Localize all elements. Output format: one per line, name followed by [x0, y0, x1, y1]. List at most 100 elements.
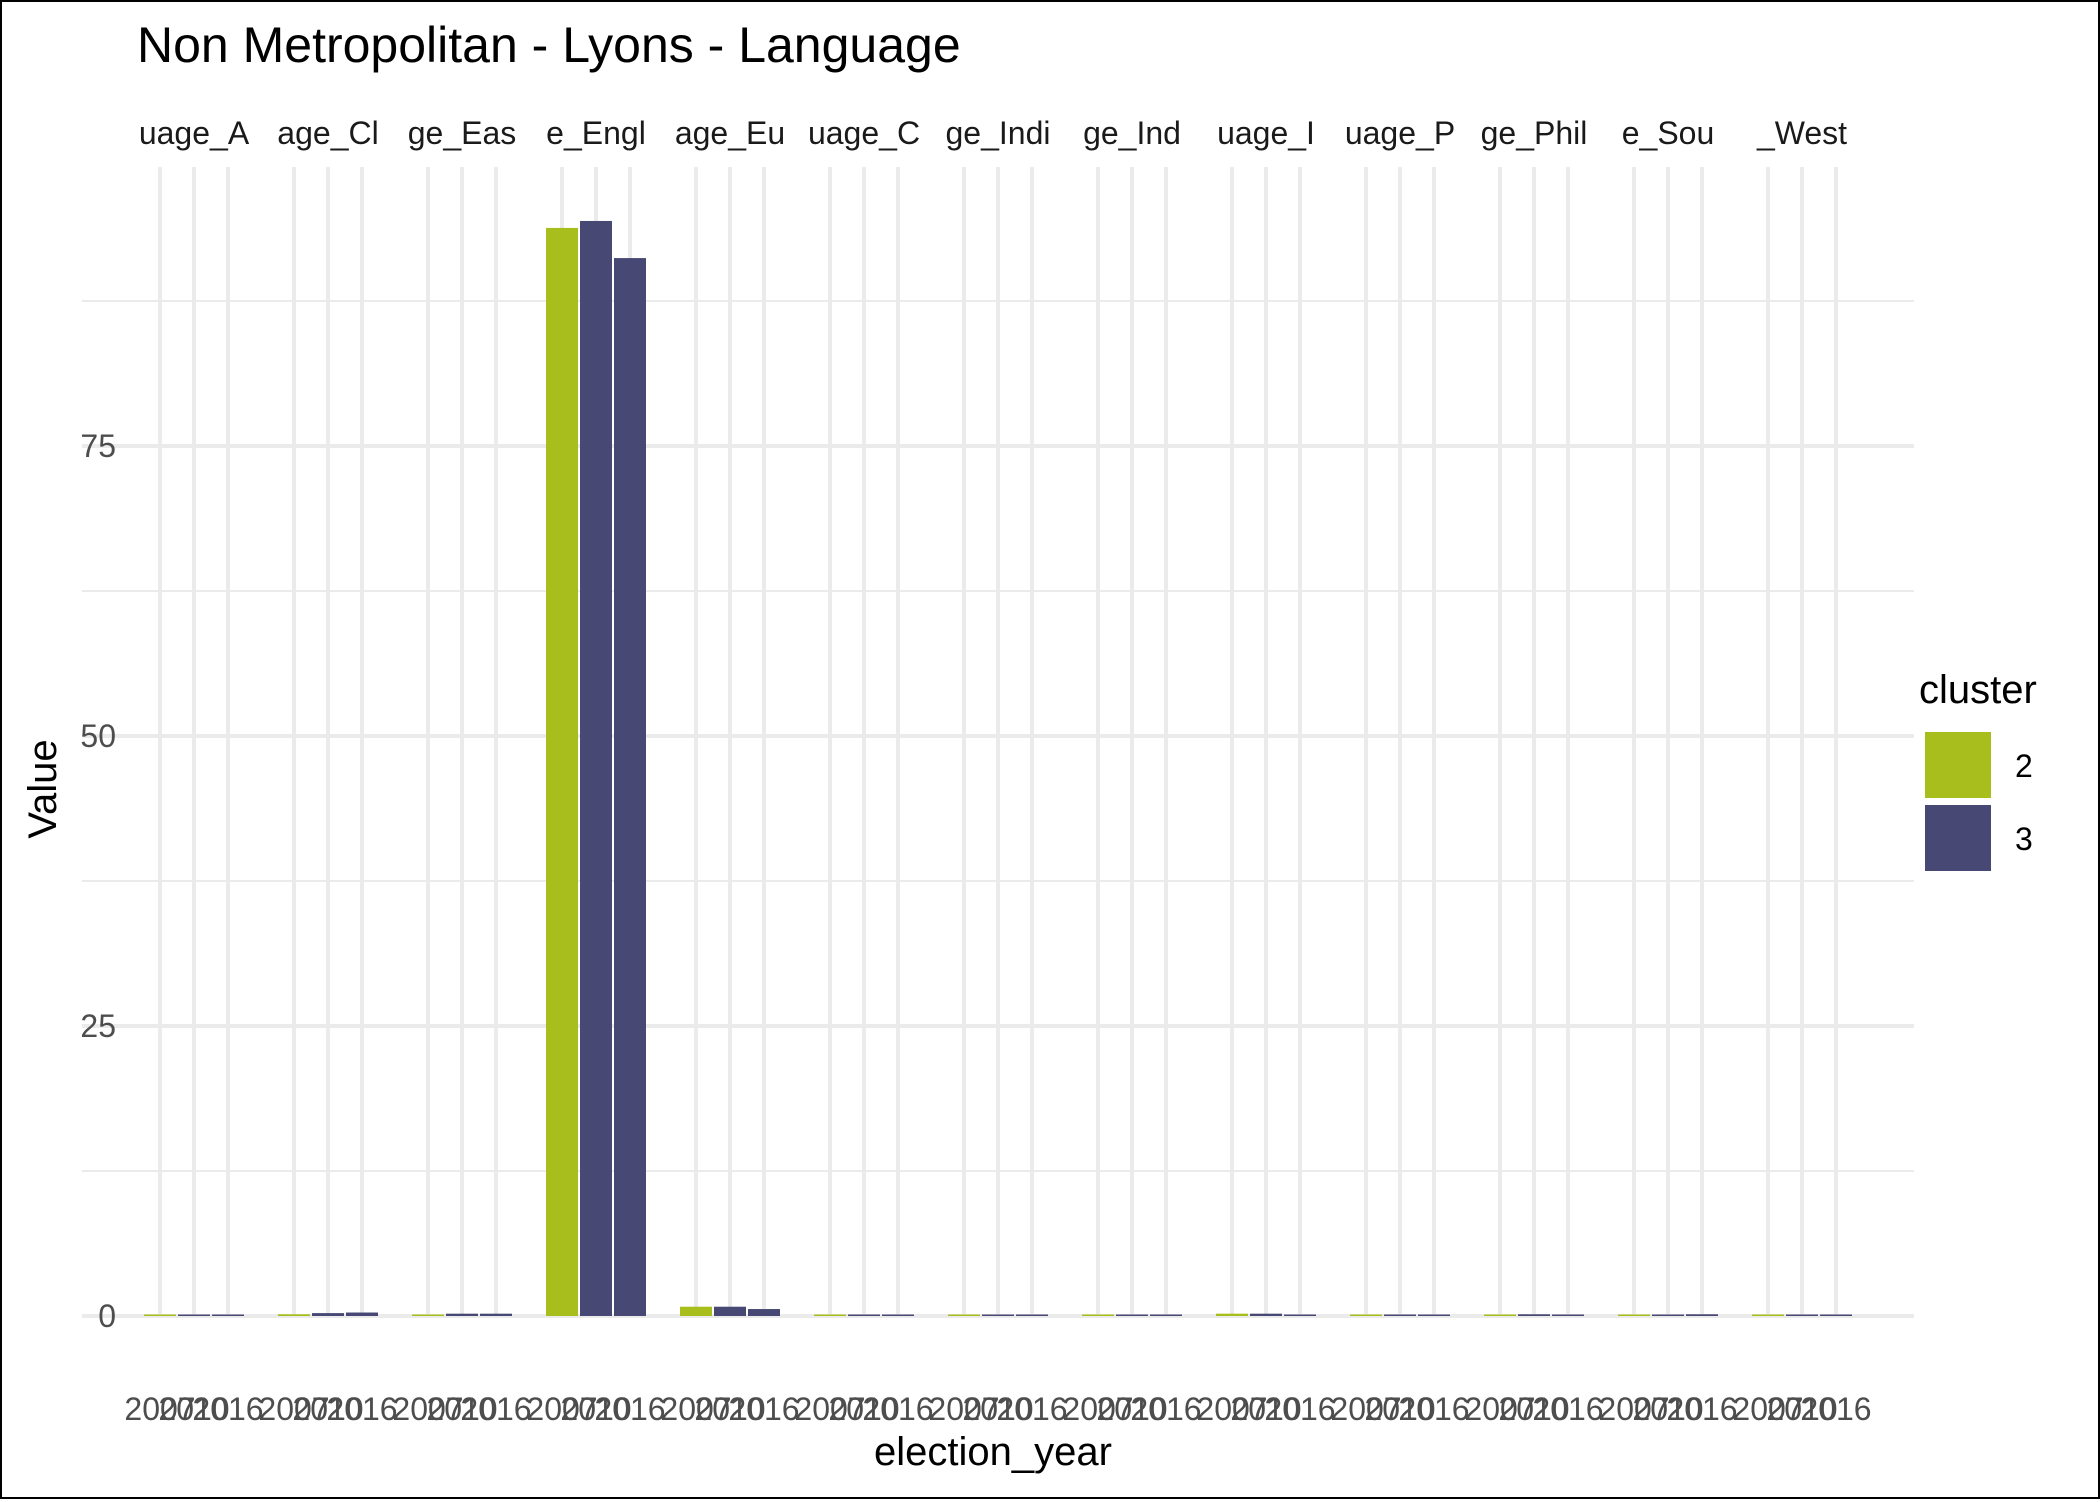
x-tick-label: 2016 [728, 1391, 799, 1427]
bar [1418, 1314, 1450, 1316]
legend-label-2: 2 [2015, 748, 2033, 784]
legend-key-2 [1925, 732, 1991, 798]
x-tick-label: 2010 [1766, 1391, 1837, 1427]
bar [1820, 1314, 1852, 1316]
x-tick-label: 2016 [1666, 1391, 1737, 1427]
x-tick-label: 2016 [996, 1391, 1067, 1427]
bar [1786, 1314, 1818, 1316]
bar [1284, 1314, 1316, 1316]
facet-strip-label: uage_I [1217, 115, 1315, 151]
facet-strip-label: uage_P [1345, 115, 1455, 151]
facet-strip-label: uage_C [808, 115, 920, 151]
x-tick-label: 2016 [1800, 1391, 1871, 1427]
bar [1618, 1314, 1650, 1316]
x-tick-label: 2010 [962, 1391, 1033, 1427]
bar [446, 1313, 478, 1316]
x-tick-label: 2010 [1230, 1391, 1301, 1427]
bar [580, 220, 612, 1317]
facet-strip-label: ge_Phil [1481, 115, 1588, 151]
x-tick-label: 2016 [1398, 1391, 1469, 1427]
bar [680, 1306, 712, 1316]
bar [1350, 1314, 1382, 1316]
x-tick-label: 2010 [1498, 1391, 1569, 1427]
x-tick-label: 2016 [1130, 1391, 1201, 1427]
bar [982, 1314, 1014, 1316]
bar [212, 1314, 244, 1316]
bar [1518, 1314, 1550, 1316]
bar [312, 1313, 344, 1316]
bar [1552, 1314, 1584, 1316]
bar [1752, 1314, 1784, 1316]
bar [748, 1309, 780, 1316]
y-tick-label: 25 [80, 1008, 116, 1044]
legend-label-3: 3 [2015, 821, 2033, 857]
x-tick-label: 2010 [1096, 1391, 1167, 1427]
y-tick-label: 0 [98, 1298, 116, 1334]
facet-strip-label: age_Eu [675, 115, 785, 151]
y-tick-label: 75 [80, 428, 116, 464]
facet-strip-label: ge_Ind [1083, 115, 1181, 151]
bar [278, 1314, 310, 1316]
x-tick-label: 2016 [326, 1391, 397, 1427]
x-tick-label: 2007 [928, 1391, 999, 1427]
facet-strip-label: e_Sou [1622, 115, 1715, 151]
bar [1082, 1314, 1114, 1316]
x-tick-label: 2007 [392, 1391, 463, 1427]
x-tick-label: 2016 [460, 1391, 531, 1427]
x-tick-label: 2016 [1532, 1391, 1603, 1427]
facet-strip-label: e_Engl [546, 115, 646, 151]
x-tick-label: 2010 [1364, 1391, 1435, 1427]
x-tick-label: 2007 [1732, 1391, 1803, 1427]
x-tick-label: 2007 [258, 1391, 329, 1427]
bar [714, 1306, 746, 1316]
x-tick-label: 2007 [526, 1391, 597, 1427]
x-tick-label: 2010 [694, 1391, 765, 1427]
bar [814, 1314, 846, 1316]
bar [1016, 1314, 1048, 1316]
bar [412, 1314, 444, 1316]
x-tick-label: 2016 [192, 1391, 263, 1427]
bar-layer [144, 220, 1852, 1317]
bar [144, 1314, 176, 1316]
bar [948, 1314, 980, 1316]
bar [1216, 1313, 1248, 1316]
x-tick-label: 2010 [1632, 1391, 1703, 1427]
chart-title: Non Metropolitan - Lyons - Language [137, 17, 961, 73]
legend-title: cluster [1919, 668, 2037, 712]
bar [614, 258, 646, 1317]
bar [848, 1314, 880, 1316]
grid-layer [82, 167, 1914, 1318]
x-tick-label: 2010 [292, 1391, 363, 1427]
x-tick-label: 2016 [1264, 1391, 1335, 1427]
x-tick-label: 2010 [426, 1391, 497, 1427]
bar [882, 1314, 914, 1316]
bar [1652, 1314, 1684, 1316]
bar [546, 227, 578, 1316]
x-tick-label: 2007 [1062, 1391, 1133, 1427]
x-tick-label: 2007 [1196, 1391, 1267, 1427]
bar [1484, 1314, 1516, 1316]
x-tick-label: 2010 [828, 1391, 899, 1427]
x-tick-label: 2007 [124, 1391, 195, 1427]
bar [480, 1313, 512, 1316]
x-axis-label: election_year [874, 1430, 1112, 1474]
bar [1250, 1313, 1282, 1316]
x-tick-label: 2007 [1598, 1391, 1669, 1427]
y-axis-label: Value [21, 739, 65, 838]
facet-strip-label: age_Cl [277, 115, 378, 151]
x-tick-label: 2016 [862, 1391, 933, 1427]
bar [1686, 1314, 1718, 1316]
x-tick-label: 2007 [794, 1391, 865, 1427]
x-tick-label: 2007 [660, 1391, 731, 1427]
facet-strip-label: _West [1756, 115, 1847, 151]
x-tick-label: 2016 [594, 1391, 665, 1427]
x-axis-ticks: 2007201020162007201020162007201020162007… [124, 1391, 1871, 1427]
bar [1150, 1314, 1182, 1316]
x-tick-label: 2010 [560, 1391, 631, 1427]
bar [1384, 1314, 1416, 1316]
x-tick-label: 2007 [1464, 1391, 1535, 1427]
facet-strip-label: ge_Indi [946, 115, 1051, 151]
facet-strip-layer: uage_A age_Cl ge_Eas e_Engl age_Eu uage_C ge_I… [139, 115, 1847, 151]
x-tick-label: 2010 [158, 1391, 229, 1427]
